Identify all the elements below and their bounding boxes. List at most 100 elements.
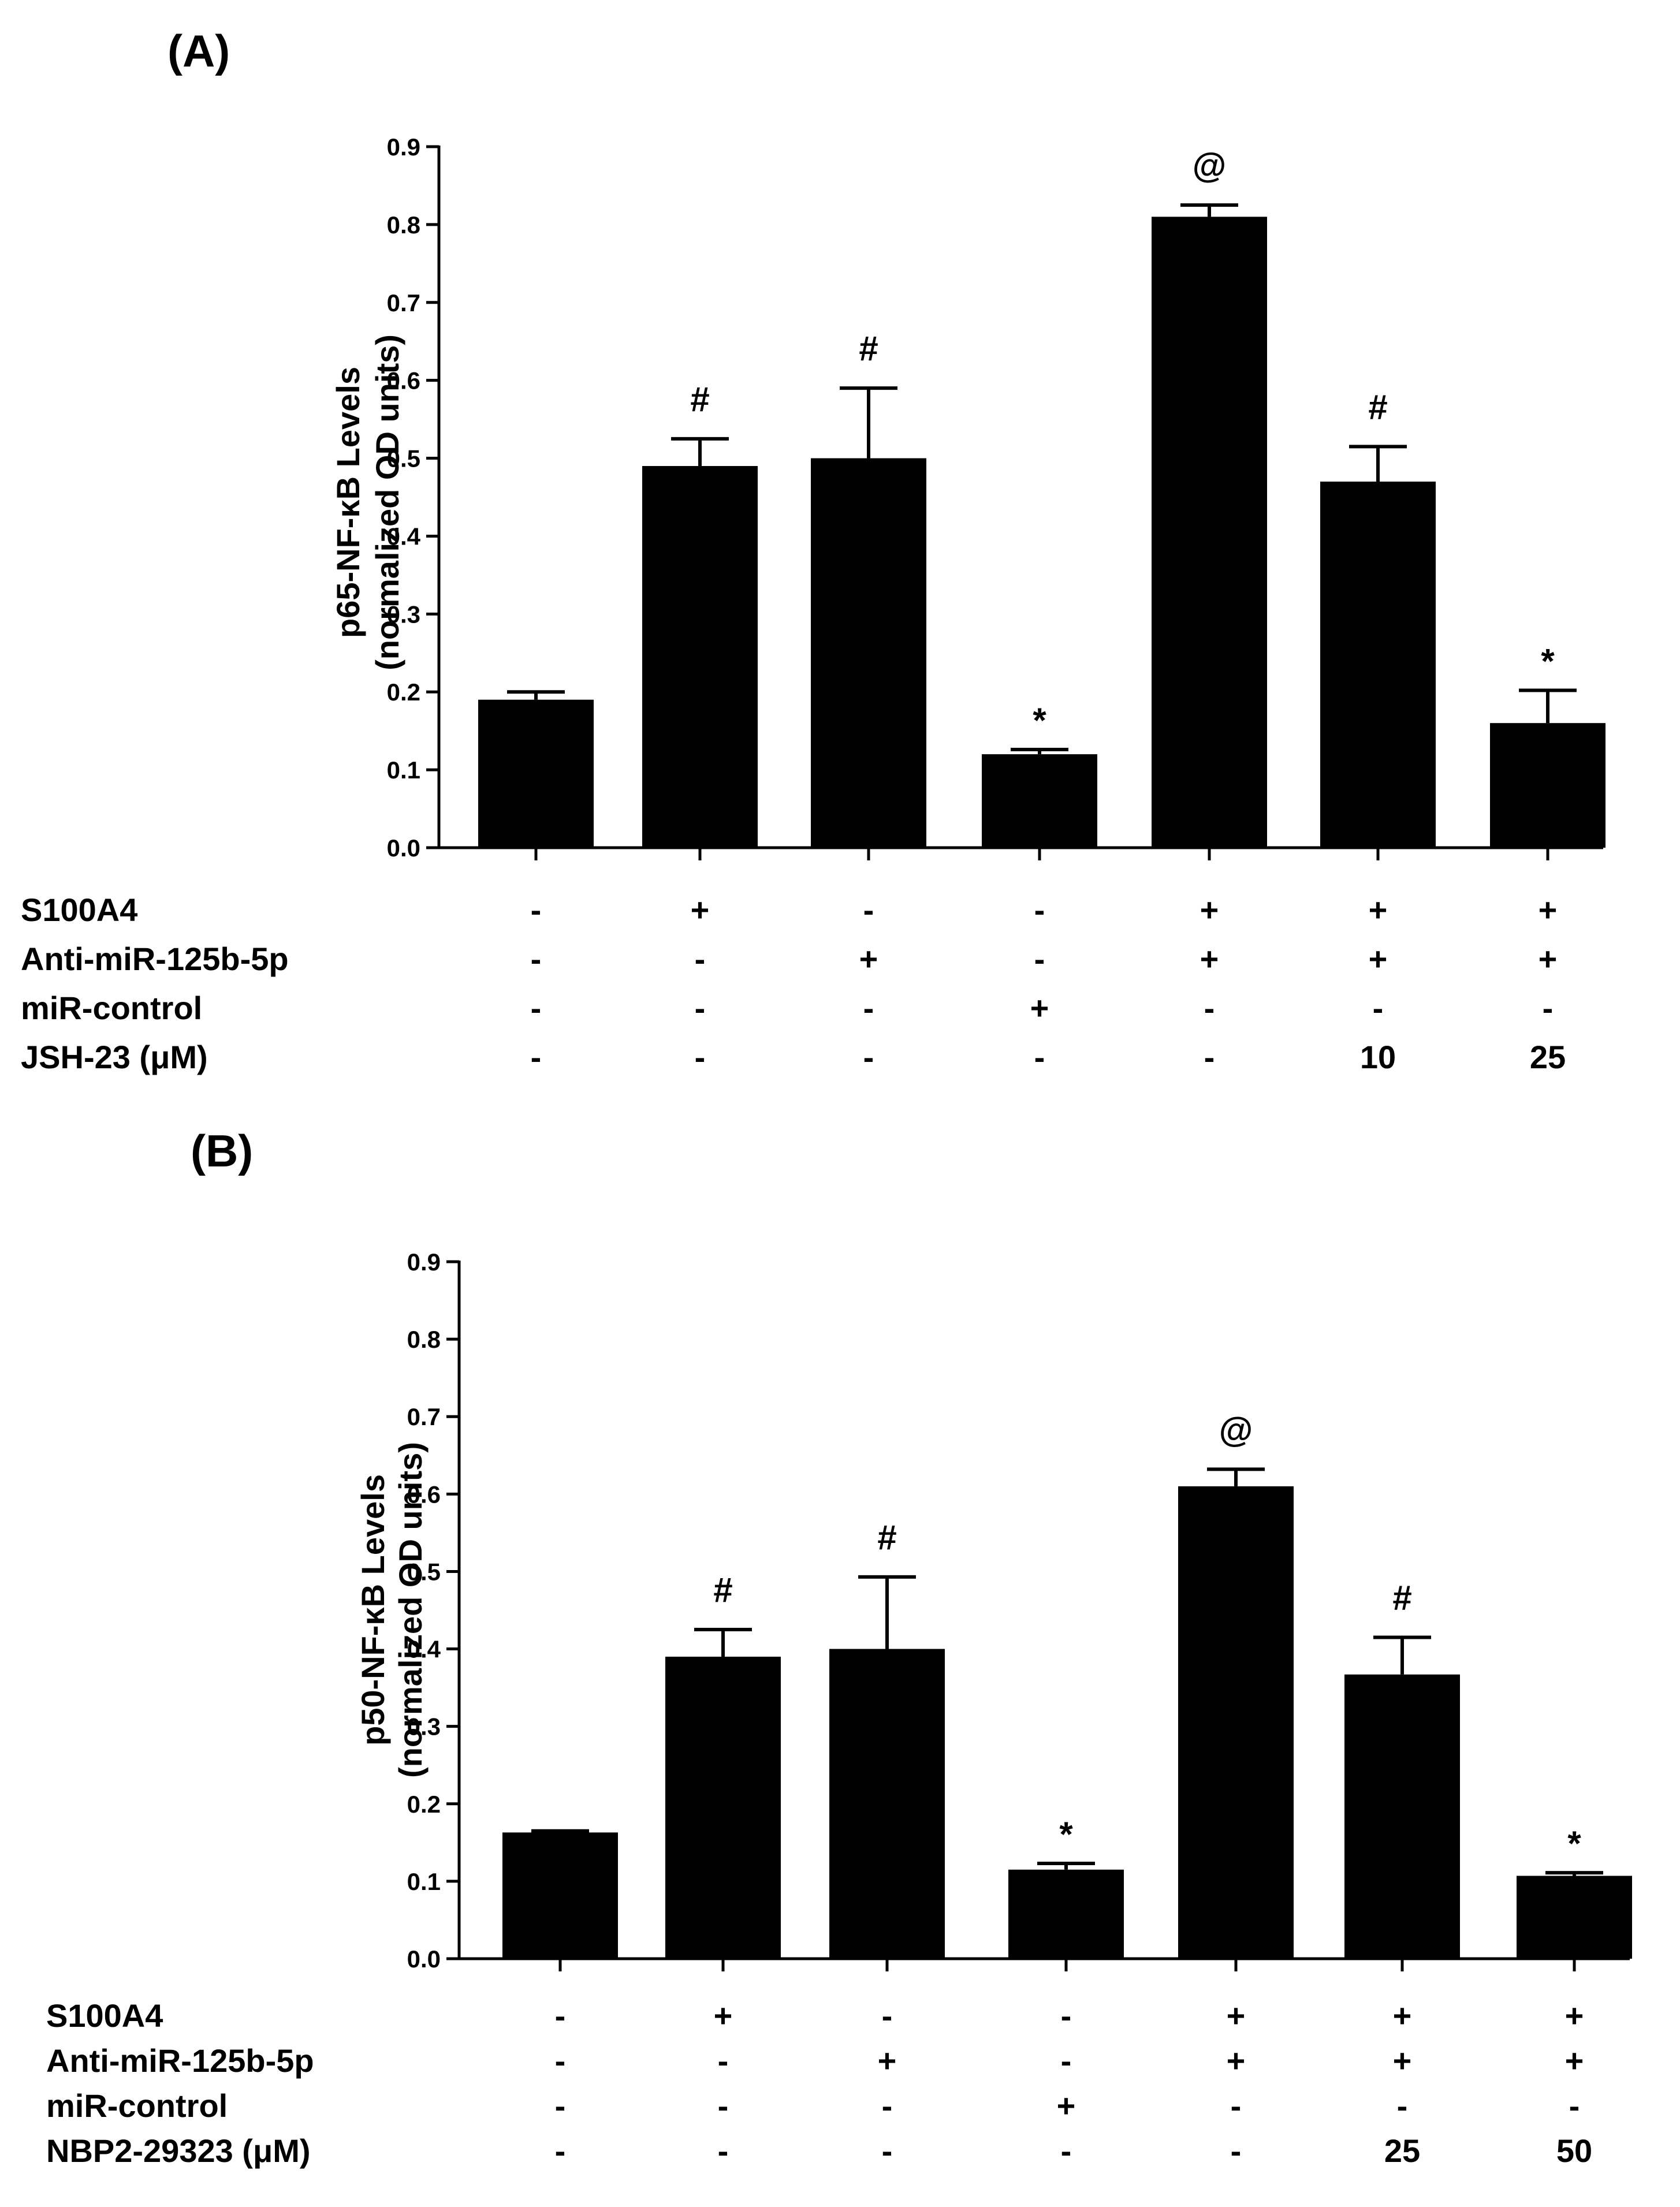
- condition-mark: -: [695, 1039, 706, 1075]
- condition-mark: -: [1204, 1039, 1215, 1075]
- condition-label: JSH-23 (μM): [21, 1039, 208, 1075]
- condition-mark: -: [718, 2087, 729, 2124]
- condition-mark: -: [718, 2042, 729, 2079]
- y-tick-label: 0.6: [407, 1481, 441, 1508]
- condition-mark: +: [1200, 892, 1219, 928]
- significance-marker: *: [1567, 1824, 1581, 1863]
- condition-mark: -: [1061, 2133, 1072, 2169]
- y-tick-label: 0.8: [407, 1326, 441, 1353]
- significance-marker: *: [1541, 642, 1555, 681]
- significance-marker: #: [690, 380, 709, 419]
- condition-mark: -: [531, 1039, 542, 1075]
- condition-mark: -: [1034, 892, 1045, 928]
- condition-mark: -: [695, 990, 706, 1026]
- y-tick-label: 0.5: [407, 1558, 441, 1585]
- condition-label: S100A4: [46, 1997, 163, 2034]
- panel-b: (B) 0.0 0.1 0.2 0.3 0.4 0.5 0.6 0.7 0.8 0.9 p50-NF-…: [46, 1125, 1632, 2169]
- condition-label: Anti-miR-125b-5p: [46, 2042, 314, 2079]
- condition-mark: -: [863, 1039, 874, 1075]
- bar: [1344, 1674, 1460, 1959]
- condition-mark: +: [1565, 1997, 1584, 2034]
- significance-marker: #: [1368, 387, 1387, 426]
- condition-mark: 10: [1360, 1039, 1396, 1075]
- condition-mark: +: [859, 941, 878, 977]
- condition-mark: -: [882, 1997, 893, 2034]
- condition-label: NBP2-29323 (μM): [46, 2133, 311, 2169]
- condition-mark: +: [878, 2042, 897, 2079]
- condition-mark: +: [1539, 941, 1558, 977]
- condition-mark: -: [1231, 2133, 1242, 2169]
- condition-mark: -: [1397, 2087, 1408, 2124]
- significance-marker: *: [1033, 701, 1046, 740]
- bar: [1517, 1876, 1632, 1959]
- y-tick-label: 0.7: [407, 1403, 441, 1430]
- condition-mark: +: [1227, 2042, 1246, 2079]
- y-axis-title-line1: p65-NF-κB Levels: [330, 367, 366, 638]
- condition-mark: -: [882, 2087, 893, 2124]
- condition-mark: +: [1539, 892, 1558, 928]
- y-tick-label: 0.5: [387, 445, 420, 472]
- y-tick-label: 0.1: [387, 756, 420, 784]
- condition-mark: -: [1231, 2087, 1242, 2124]
- significance-marker: #: [877, 1518, 896, 1557]
- condition-mark: -: [1034, 941, 1045, 977]
- y-tick-label: 0.3: [387, 601, 420, 628]
- significance-marker: #: [713, 1571, 732, 1609]
- bar: [502, 1832, 618, 1959]
- bar: [1008, 1869, 1124, 1959]
- condition-mark: +: [1369, 941, 1388, 977]
- condition-mark: +: [691, 892, 710, 928]
- condition-mark: -: [555, 1997, 566, 2034]
- y-tick-label: 0.1: [407, 1868, 441, 1895]
- bar: [982, 754, 1097, 848]
- condition-label: Anti-miR-125b-5p: [21, 941, 289, 977]
- condition-mark: -: [1061, 1997, 1072, 2034]
- significance-marker: @: [1219, 1410, 1253, 1449]
- condition-mark: -: [1061, 2042, 1072, 2079]
- condition-mark: -: [863, 990, 874, 1026]
- y-tick-label: 0.6: [387, 367, 420, 394]
- bar: [1178, 1486, 1294, 1959]
- condition-label: miR-control: [21, 990, 202, 1026]
- significance-marker: #: [859, 329, 878, 368]
- condition-mark: -: [695, 941, 706, 977]
- panel-label: (B): [191, 1125, 253, 1176]
- condition-label: miR-control: [46, 2087, 228, 2124]
- condition-mark: -: [718, 2133, 729, 2169]
- condition-mark: 50: [1556, 2133, 1592, 2169]
- condition-mark: +: [1057, 2087, 1076, 2124]
- significance-marker: @: [1193, 146, 1227, 185]
- y-axis-title-line1: p50-NF-κB Levels: [355, 1474, 391, 1746]
- bar: [829, 1649, 945, 1959]
- condition-mark: 25: [1530, 1039, 1566, 1075]
- bar: [811, 458, 926, 848]
- condition-mark: -: [1569, 2087, 1580, 2124]
- condition-mark: 25: [1384, 2133, 1420, 2169]
- panel-a: (A) 0.0 0.1 0.2 0.3 0.4 0.5 0.6 0.7 0.8 0.9 p65-NF-…: [21, 25, 1606, 1075]
- y-tick-label: 0.9: [407, 1248, 441, 1276]
- condition-mark: -: [555, 2087, 566, 2124]
- y-tick-label: 0.0: [407, 1945, 441, 1973]
- significance-marker: *: [1059, 1815, 1073, 1854]
- condition-label: S100A4: [21, 892, 137, 928]
- y-tick-label: 0.4: [407, 1636, 441, 1663]
- condition-mark: -: [555, 2042, 566, 2079]
- condition-mark: -: [555, 2133, 566, 2169]
- y-axis-title-line2: (normalized OD units): [369, 334, 405, 670]
- y-tick-label: 0.4: [387, 523, 421, 550]
- condition-mark: -: [531, 892, 542, 928]
- condition-mark: -: [1204, 990, 1215, 1026]
- bar: [1320, 482, 1436, 848]
- bar: [1490, 723, 1606, 848]
- y-tick-label: 0.2: [387, 678, 420, 706]
- condition-mark: +: [1227, 1997, 1246, 2034]
- y-tick-label: 0.0: [387, 834, 420, 862]
- y-tick-label: 0.7: [387, 289, 420, 316]
- condition-mark: +: [1565, 2042, 1584, 2079]
- bar: [642, 466, 758, 848]
- significance-marker: #: [1392, 1578, 1411, 1617]
- y-tick-label: 0.2: [407, 1791, 441, 1818]
- y-tick-label: 0.9: [387, 133, 420, 161]
- condition-mark: +: [1393, 2042, 1412, 2079]
